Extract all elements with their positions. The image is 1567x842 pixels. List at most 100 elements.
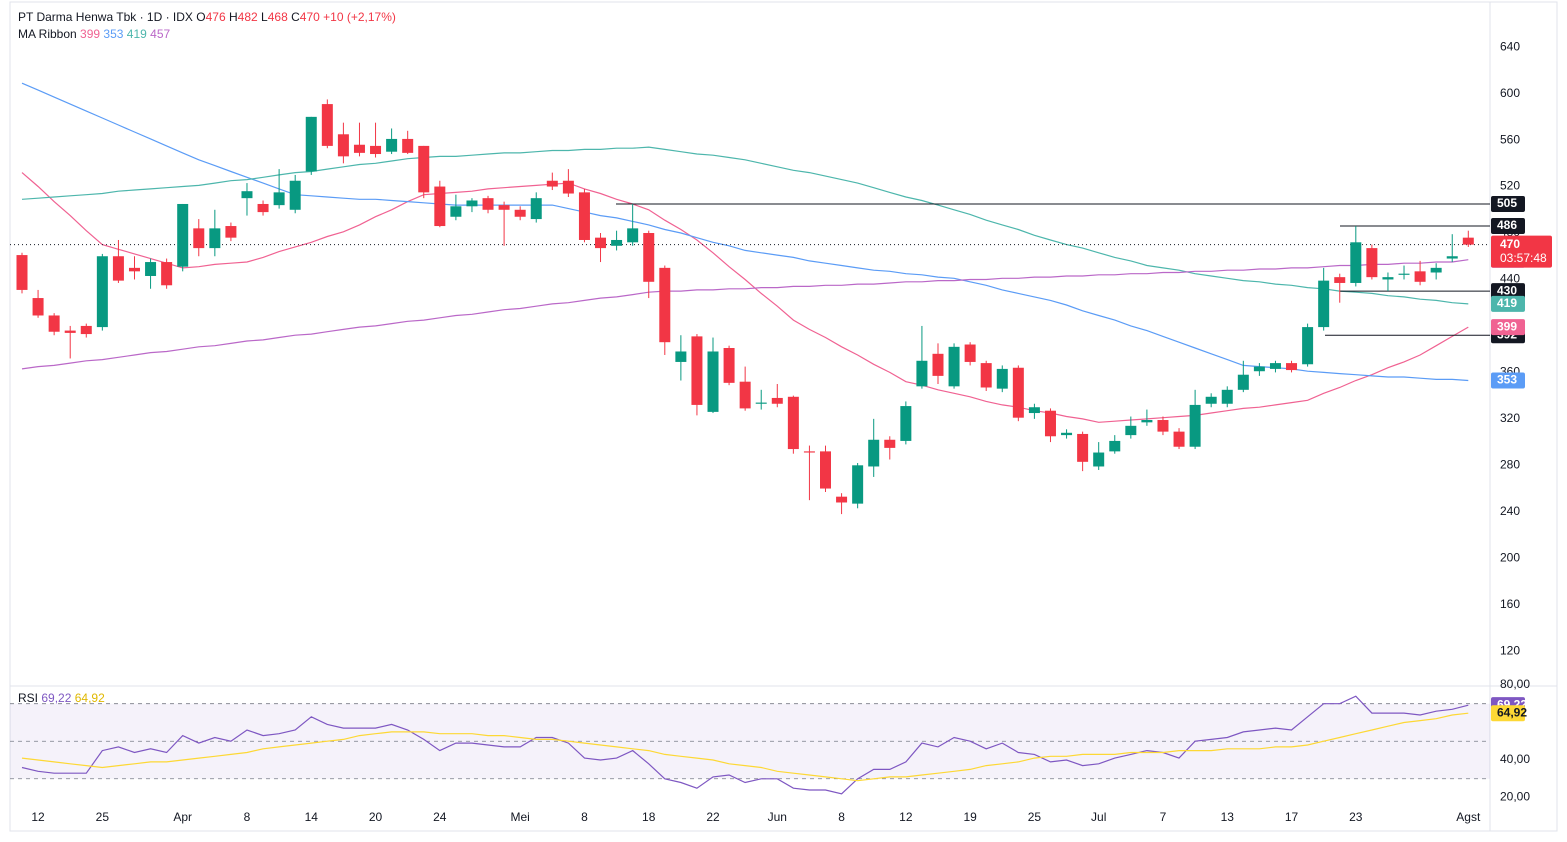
candle-body xyxy=(514,209,526,217)
axis-badge-label: 486 xyxy=(1497,218,1517,232)
candle-body xyxy=(1350,242,1362,283)
candle-body xyxy=(771,397,783,404)
candle-body xyxy=(370,145,382,155)
y-tick-label: 440 xyxy=(1500,272,1520,286)
candle-body xyxy=(418,145,430,193)
x-tick-label: 14 xyxy=(305,810,319,824)
rsi-tick-label: 40,00 xyxy=(1500,752,1530,766)
rsi-line xyxy=(21,712,1469,782)
candle-body xyxy=(787,396,799,450)
x-tick-label: 8 xyxy=(581,810,588,824)
candle-body xyxy=(884,439,896,448)
candle-body xyxy=(1012,367,1024,418)
y-tick-label: 280 xyxy=(1500,457,1520,471)
candle-body xyxy=(273,192,285,206)
ma-legend-value: 419 xyxy=(126,27,147,41)
candle-body xyxy=(289,180,301,210)
candle-body xyxy=(852,465,864,504)
x-tick-label: 22 xyxy=(706,810,720,824)
candle-body xyxy=(337,134,349,157)
candle-body xyxy=(48,315,60,332)
x-tick-label: 12 xyxy=(899,810,913,824)
candle-body xyxy=(980,363,992,388)
candle-body xyxy=(996,368,1008,389)
ohlc-key: H xyxy=(229,10,238,24)
countdown: 03:57:48 xyxy=(1500,251,1547,265)
candle-body xyxy=(386,138,398,152)
candle-body xyxy=(353,144,365,153)
ma-line xyxy=(21,259,1469,370)
x-tick-label: 20 xyxy=(369,810,383,824)
x-tick-label: Mei xyxy=(510,810,529,824)
axis-badge-label: 419 xyxy=(1497,296,1517,310)
axis-badge-label: 430 xyxy=(1497,283,1517,297)
axis-badge xyxy=(1491,195,1525,212)
candle-body xyxy=(96,256,108,328)
candle-body xyxy=(1366,248,1378,278)
ma-line xyxy=(21,172,1469,423)
candle-body xyxy=(1237,374,1249,390)
candle-body xyxy=(1157,420,1169,432)
ma-legend: MA Ribbon 399 353 419 457 xyxy=(18,26,396,43)
last-price-label: 470 xyxy=(1500,237,1520,251)
ma-legend-value: 399 xyxy=(80,27,101,41)
x-tick-label: 25 xyxy=(1028,810,1042,824)
candle-body xyxy=(482,198,494,210)
candle-body xyxy=(1173,431,1185,447)
axis-badge-label: 505 xyxy=(1497,196,1517,210)
candle-body xyxy=(257,203,269,213)
x-tick-label: Agst xyxy=(1456,810,1481,824)
candle-body xyxy=(1430,267,1442,273)
candle-body xyxy=(1189,404,1201,447)
x-tick-label: 24 xyxy=(433,810,447,824)
x-tick-label: 17 xyxy=(1285,810,1299,824)
candle-body xyxy=(402,138,414,153)
candle-body xyxy=(1044,410,1056,437)
x-tick-label: 12 xyxy=(31,810,45,824)
change: +10 (+2,17%) xyxy=(323,10,396,24)
x-tick-label: 23 xyxy=(1349,810,1363,824)
candle-body xyxy=(691,336,703,405)
candle-body xyxy=(1302,327,1314,365)
header: PT Darma Henwa Tbk · 1D · IDX O476 H482 … xyxy=(18,9,396,43)
axis-badge xyxy=(1491,295,1525,312)
candle-body xyxy=(1382,277,1394,280)
candle-body xyxy=(964,344,976,362)
candle-body xyxy=(707,351,719,412)
candle-body xyxy=(193,228,205,249)
ohlc-value: 468 xyxy=(267,10,288,24)
ohlc-value: 482 xyxy=(237,10,258,24)
axis-badge xyxy=(1491,705,1525,722)
candle-body xyxy=(1141,420,1153,423)
candle-body xyxy=(1093,452,1105,467)
candle-body xyxy=(611,239,623,246)
candle-body xyxy=(868,439,880,467)
candle-body xyxy=(627,228,639,243)
axis-badge xyxy=(1491,319,1525,336)
ma-legend-value: 457 xyxy=(150,27,171,41)
x-tick-label: 7 xyxy=(1160,810,1167,824)
candle-body xyxy=(1109,440,1121,452)
candle-body xyxy=(450,206,462,217)
frame xyxy=(9,1,1558,832)
y-tick-label: 120 xyxy=(1500,643,1520,657)
candle-body xyxy=(1414,271,1426,282)
x-tick-label: 18 xyxy=(642,810,656,824)
candle-body xyxy=(1318,280,1330,328)
candle-body xyxy=(1077,433,1089,462)
x-tick-label: Jul xyxy=(1091,810,1106,824)
candle-body xyxy=(64,330,76,333)
ohlc: O476 H482 L468 C470 xyxy=(193,10,320,24)
x-tick-label: Jun xyxy=(768,810,787,824)
y-tick-label: 240 xyxy=(1500,504,1520,518)
candle-body xyxy=(177,203,189,267)
candle-body xyxy=(659,267,671,343)
x-tick-label: 8 xyxy=(244,810,251,824)
axis-badge-label: 399 xyxy=(1497,319,1517,333)
candle-body xyxy=(1462,237,1474,245)
candle-body xyxy=(643,233,655,282)
candle-body xyxy=(225,226,237,238)
axis-badge-label: 353 xyxy=(1497,373,1517,387)
y-tick-label: 200 xyxy=(1500,550,1520,564)
